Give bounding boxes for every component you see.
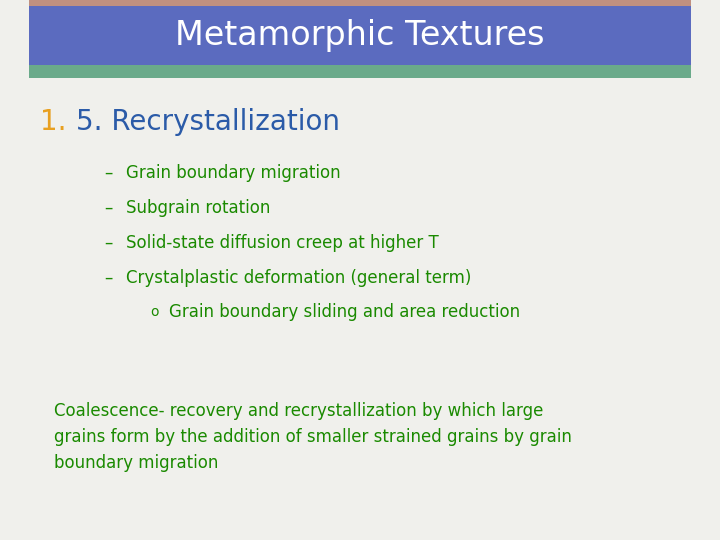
Text: Metamorphic Textures: Metamorphic Textures <box>175 19 545 52</box>
FancyBboxPatch shape <box>29 6 691 65</box>
Text: –: – <box>104 234 112 252</box>
Text: Solid-state diffusion creep at higher T: Solid-state diffusion creep at higher T <box>126 234 438 252</box>
Text: Grain boundary sliding and area reduction: Grain boundary sliding and area reductio… <box>169 302 521 321</box>
FancyBboxPatch shape <box>29 65 691 78</box>
Text: –: – <box>104 199 112 217</box>
Text: Grain boundary migration: Grain boundary migration <box>126 164 341 182</box>
Text: 1.: 1. <box>40 107 66 136</box>
Text: Coalescence- recovery and recrystallization by which large
grains form by the ad: Coalescence- recovery and recrystallizat… <box>54 402 572 472</box>
Text: 5. Recrystallization: 5. Recrystallization <box>76 107 340 136</box>
Text: o: o <box>150 305 159 319</box>
Text: Subgrain rotation: Subgrain rotation <box>126 199 271 217</box>
Text: –: – <box>104 269 112 287</box>
Text: –: – <box>104 164 112 182</box>
FancyBboxPatch shape <box>29 0 691 6</box>
Text: Crystalplastic deformation (general term): Crystalplastic deformation (general term… <box>126 269 472 287</box>
